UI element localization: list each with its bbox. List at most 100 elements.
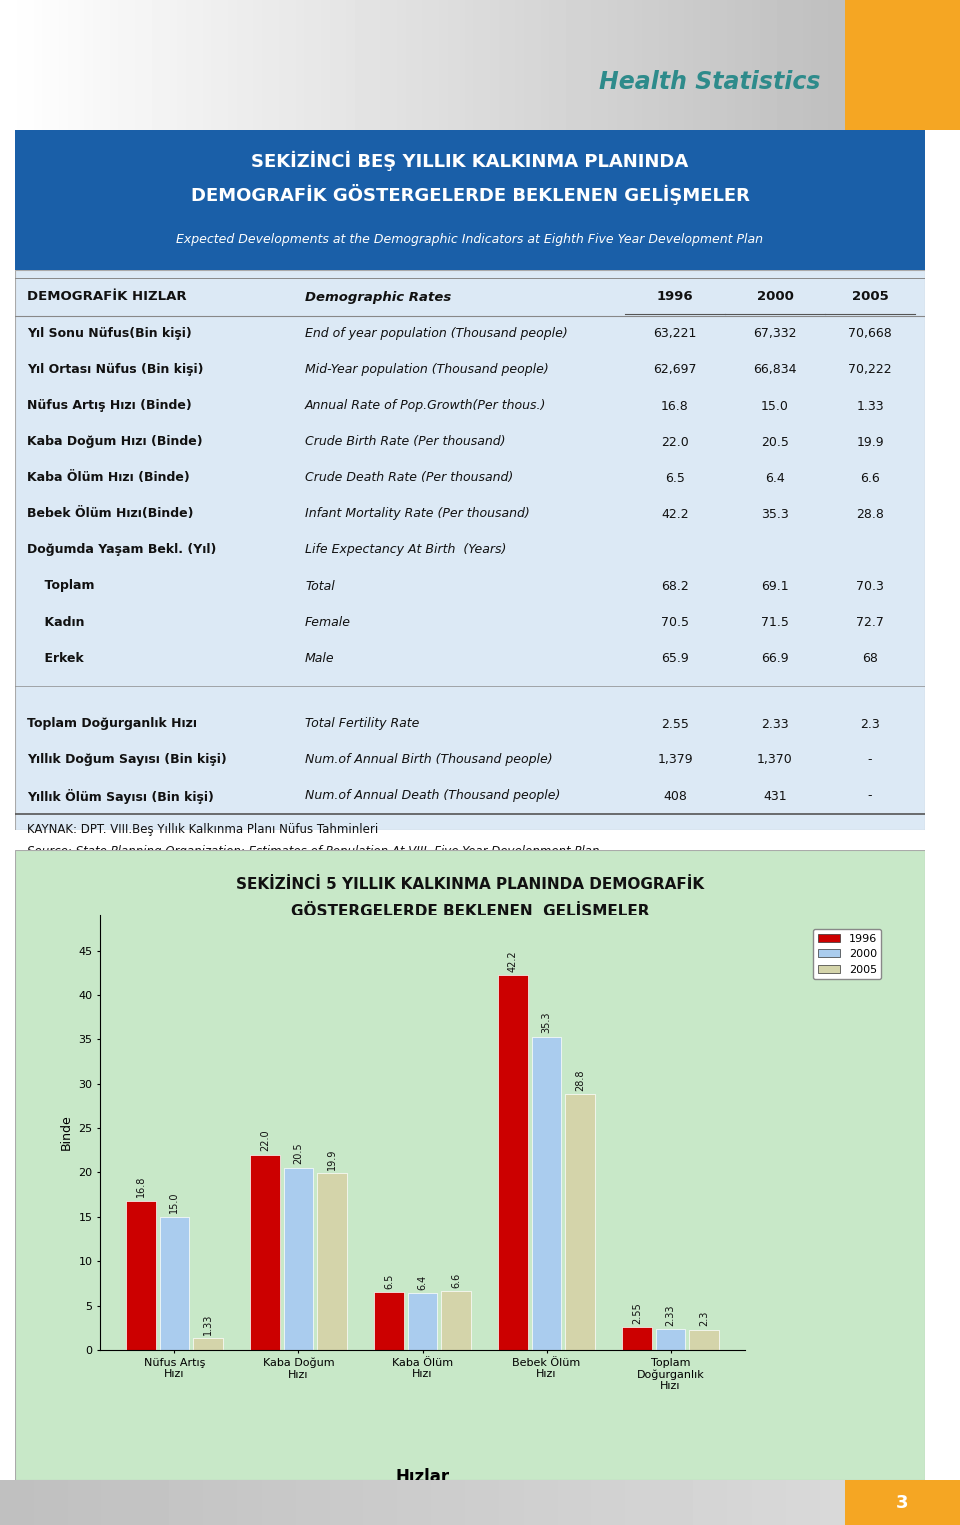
Text: 2.33: 2.33 (665, 1304, 676, 1325)
Text: 1996: 1996 (657, 290, 693, 303)
Text: 20.5: 20.5 (294, 1142, 303, 1165)
Text: Yıl Sonu Nüfus(Bin kişi): Yıl Sonu Nüfus(Bin kişi) (27, 328, 192, 340)
Bar (656, 1330, 685, 1350)
Text: 15.0: 15.0 (761, 400, 789, 412)
Text: DEMOGRAFİK HIZLAR: DEMOGRAFİK HIZLAR (27, 290, 186, 303)
Bar (408, 1293, 438, 1350)
Text: Toplam: Toplam (27, 580, 94, 593)
Text: 72.7: 72.7 (856, 616, 884, 628)
Text: SEKİZİNCİ 5 YILLIK KALKINMA PLANINDA DEMOGRAFİK: SEKİZİNCİ 5 YILLIK KALKINMA PLANINDA DEM… (236, 877, 704, 892)
Text: 20.5: 20.5 (761, 436, 789, 448)
Text: Female: Female (305, 616, 351, 628)
Text: 2.3: 2.3 (699, 1310, 709, 1327)
Bar (565, 1095, 595, 1350)
Text: 28.8: 28.8 (575, 1069, 585, 1090)
Text: 65.9: 65.9 (661, 651, 689, 665)
FancyBboxPatch shape (15, 130, 925, 270)
Text: 6.6: 6.6 (451, 1272, 461, 1287)
Bar (374, 1292, 404, 1350)
Text: Toplam Doğurganlık Hızı: Toplam Doğurganlık Hızı (27, 717, 197, 730)
Text: 63,221: 63,221 (654, 328, 697, 340)
Text: 70.3: 70.3 (856, 580, 884, 593)
Text: 3: 3 (896, 1494, 909, 1511)
Text: 6.5: 6.5 (665, 471, 684, 485)
Text: 1,370: 1,370 (757, 753, 793, 767)
Text: 19.9: 19.9 (856, 436, 884, 448)
Bar (498, 976, 528, 1350)
Bar (126, 1200, 156, 1350)
Text: 35.3: 35.3 (541, 1011, 552, 1032)
Text: 19.9: 19.9 (327, 1148, 337, 1170)
Text: 2.55: 2.55 (632, 1302, 642, 1324)
Text: 22.0: 22.0 (260, 1130, 270, 1151)
Text: 62,697: 62,697 (653, 363, 697, 377)
Text: Nüfus Artış Hızı (Binde): Nüfus Artış Hızı (Binde) (27, 400, 192, 412)
FancyBboxPatch shape (15, 270, 925, 830)
Text: 16.8: 16.8 (661, 400, 689, 412)
Text: Kaba Ölüm Hızı (Binde): Kaba Ölüm Hızı (Binde) (27, 471, 190, 485)
Text: 22.0: 22.0 (661, 436, 689, 448)
Text: Total: Total (305, 580, 335, 593)
Text: Male: Male (305, 651, 335, 665)
X-axis label: Hızlar: Hızlar (396, 1469, 449, 1485)
Text: Health Statistics: Health Statistics (599, 70, 821, 95)
Text: Life Expectancy At Birth  (Years): Life Expectancy At Birth (Years) (305, 543, 506, 557)
Text: Yıllık Doğum Sayısı (Bin kişi): Yıllık Doğum Sayısı (Bin kişi) (27, 753, 227, 767)
Text: 2005: 2005 (852, 290, 888, 303)
Legend: 1996, 2000, 2005: 1996, 2000, 2005 (813, 929, 881, 979)
Text: -: - (868, 753, 873, 767)
Bar (317, 1173, 347, 1350)
Text: Annual Rate of Pop.Growth(Per thous.): Annual Rate of Pop.Growth(Per thous.) (305, 400, 546, 412)
FancyBboxPatch shape (845, 1479, 960, 1525)
Text: 15.0: 15.0 (169, 1191, 180, 1214)
Text: Bebek Ölüm Hızı(Binde): Bebek Ölüm Hızı(Binde) (27, 508, 194, 520)
Text: KAYNAK: DPT. VIII.Beş Yıllık Kalkınma Planı Nüfus Tahminleri: KAYNAK: DPT. VIII.Beş Yıllık Kalkınma Pl… (27, 822, 378, 836)
Text: Infant Mortality Rate (Per thousand): Infant Mortality Rate (Per thousand) (305, 508, 530, 520)
Text: 2000: 2000 (756, 290, 793, 303)
Bar (251, 1154, 280, 1350)
Bar (689, 1330, 719, 1350)
Text: 16.8: 16.8 (136, 1176, 146, 1197)
Text: Num.of Annual Birth (Thousand people): Num.of Annual Birth (Thousand people) (305, 753, 553, 767)
Text: DEMOGRAFİK GÖSTERGELERDE BEKLENEN GELİŞMELER: DEMOGRAFİK GÖSTERGELERDE BEKLENEN GELİŞM… (191, 185, 750, 204)
Bar (283, 1168, 313, 1350)
Bar (193, 1339, 223, 1350)
Text: 6.4: 6.4 (765, 471, 785, 485)
Text: 70.5: 70.5 (661, 616, 689, 628)
Text: 69.1: 69.1 (761, 580, 789, 593)
Text: 1.33: 1.33 (856, 400, 884, 412)
Bar (441, 1292, 470, 1350)
Text: Expected Developments at the Demographic Indicators at Eighth Five Year Developm: Expected Developments at the Demographic… (177, 233, 763, 246)
Text: 66,834: 66,834 (754, 363, 797, 377)
Text: 2.33: 2.33 (761, 717, 789, 730)
Text: Erkek: Erkek (27, 651, 84, 665)
Text: 71.5: 71.5 (761, 616, 789, 628)
Text: 42.2: 42.2 (508, 950, 518, 971)
Text: 28.8: 28.8 (856, 508, 884, 520)
Text: 70,668: 70,668 (848, 328, 892, 340)
Y-axis label: Binde: Binde (60, 1115, 73, 1150)
Text: 66.9: 66.9 (761, 651, 789, 665)
Text: 1,379: 1,379 (658, 753, 693, 767)
FancyBboxPatch shape (845, 0, 960, 130)
FancyBboxPatch shape (15, 849, 925, 1479)
Text: Source: State Planning Organization: Estimates of Population At VIII. Five Year : Source: State Planning Organization: Est… (27, 845, 599, 857)
Text: Doğumda Yaşam Bekl. (Yıl): Doğumda Yaşam Bekl. (Yıl) (27, 543, 216, 557)
Text: 2.55: 2.55 (661, 717, 689, 730)
Text: 35.3: 35.3 (761, 508, 789, 520)
Text: 70,222: 70,222 (849, 363, 892, 377)
Text: GÖSTERGELERDE BEKLENEN  GELİŞMELER: GÖSTERGELERDE BEKLENEN GELİŞMELER (291, 901, 649, 920)
Text: Total Fertility Rate: Total Fertility Rate (305, 717, 420, 730)
Text: 431: 431 (763, 790, 787, 802)
Text: 6.4: 6.4 (418, 1275, 427, 1290)
Bar (532, 1037, 562, 1350)
Text: 68: 68 (862, 651, 878, 665)
Text: Yıllık Ölüm Sayısı (Bin kişi): Yıllık Ölüm Sayısı (Bin kişi) (27, 788, 214, 804)
Text: 67,332: 67,332 (754, 328, 797, 340)
Text: SEKİZİNCİ BEŞ YILLIK KALKINMA PLANINDA: SEKİZİNCİ BEŞ YILLIK KALKINMA PLANINDA (252, 151, 688, 171)
Bar (159, 1217, 189, 1350)
Text: Crude Birth Rate (Per thousand): Crude Birth Rate (Per thousand) (305, 436, 506, 448)
Text: Demographic Rates: Demographic Rates (305, 290, 451, 303)
Text: 2.3: 2.3 (860, 717, 880, 730)
Text: End of year population (Thousand people): End of year population (Thousand people) (305, 328, 567, 340)
